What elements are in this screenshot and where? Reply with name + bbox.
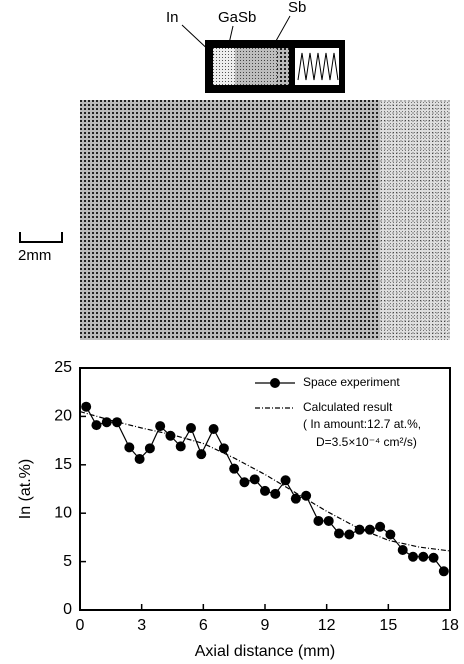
data-point: [290, 493, 301, 504]
data-point: [239, 477, 250, 488]
y-tick-label: 10: [54, 504, 72, 521]
legend-note: D=3.5×10⁻⁴ cm²/s): [316, 435, 417, 449]
x-tick-label: 18: [441, 617, 459, 634]
data-point: [334, 528, 344, 539]
legend-note: ( In amount:12.7 at.%,: [303, 417, 421, 431]
data-point: [438, 566, 449, 577]
data-point: [249, 474, 260, 485]
data-point: [134, 453, 145, 464]
y-tick-label: 0: [63, 601, 72, 618]
data-point: [313, 515, 324, 526]
data-point: [155, 421, 166, 432]
data-point: [354, 524, 365, 535]
data-point: [364, 524, 375, 535]
diagram-label: In: [166, 9, 179, 26]
y-tick-label: 20: [54, 408, 72, 425]
data-point: [344, 529, 355, 540]
diagram-label: Sb: [288, 0, 306, 16]
y-axis-title: In (at.%): [17, 459, 34, 519]
x-tick-label: 15: [379, 617, 397, 634]
data-point: [186, 423, 196, 434]
data-point: [112, 417, 122, 428]
x-tick-label: 12: [318, 617, 336, 634]
scale-bar: [19, 232, 63, 243]
data-point: [218, 443, 229, 454]
x-tick-label: 9: [261, 617, 270, 634]
data-point: [260, 485, 270, 496]
y-tick-label: 5: [63, 553, 72, 570]
data-point: [323, 515, 334, 526]
data-point: [375, 521, 386, 532]
data-point: [418, 551, 429, 562]
data-point: [385, 529, 396, 540]
data-point: [229, 463, 240, 474]
data-point: [397, 544, 408, 555]
x-tick-label: 6: [199, 617, 208, 634]
data-point: [124, 442, 135, 453]
legend-marker: [270, 378, 280, 388]
data-point: [196, 449, 207, 460]
data-point: [428, 552, 439, 563]
x-tick-label: 0: [76, 617, 85, 634]
data-point: [81, 401, 92, 412]
data-point: [270, 488, 281, 499]
data-point: [91, 420, 102, 431]
micrograph-edge: [380, 100, 450, 340]
legend-label: Space experiment: [303, 375, 400, 389]
x-tick-label: 3: [137, 617, 146, 634]
y-tick-label: 15: [54, 456, 72, 473]
data-point: [144, 443, 155, 454]
legend-label: Calculated result: [303, 400, 393, 414]
ampoule-diagram: [181, 15, 345, 93]
data-point: [175, 441, 186, 452]
diagram-label: GaSb: [218, 9, 256, 26]
data-point: [408, 551, 418, 562]
calculated-line: [79, 410, 451, 552]
data-point: [208, 423, 219, 434]
y-tick-label: 25: [54, 359, 72, 376]
x-axis-title: Axial distance (mm): [195, 643, 335, 660]
data-point: [301, 490, 312, 501]
data-point: [280, 475, 291, 486]
scale-label: 2mm: [18, 247, 51, 264]
